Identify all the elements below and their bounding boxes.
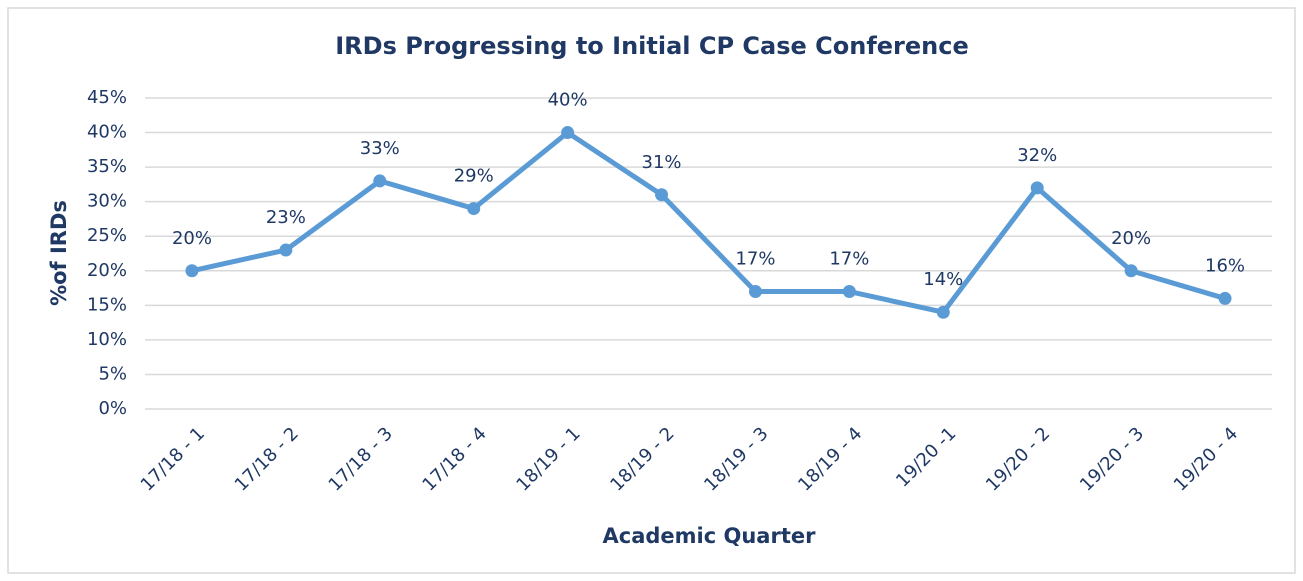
y-tick-label: 5% (98, 363, 127, 384)
chart-title: IRDs Progressing to Initial CP Case Conf… (335, 32, 969, 60)
marker (561, 126, 575, 140)
marker (373, 174, 387, 188)
marker (936, 305, 950, 319)
marker (279, 243, 293, 257)
data-label: 40% (548, 90, 588, 111)
marker (1218, 291, 1232, 305)
data-label: 20% (1111, 228, 1151, 249)
line (191, 130, 1226, 315)
data-label: 17% (829, 249, 869, 270)
data-label: 16% (1205, 255, 1245, 276)
data-label: 33% (360, 138, 400, 159)
marker (748, 285, 762, 299)
y-tick-label: 35% (87, 156, 127, 177)
y-tick-label: 15% (87, 294, 127, 315)
y-tick-label: 25% (87, 225, 127, 246)
marker (655, 188, 669, 202)
marker (1124, 264, 1138, 278)
y-axis-title: %of IRDs (47, 200, 71, 306)
marker (1030, 181, 1044, 195)
marker (467, 202, 481, 216)
data-label: 20% (172, 228, 212, 249)
data-label: 31% (642, 152, 682, 173)
data-label: 23% (266, 207, 306, 228)
x-axis-title: Academic Quarter (603, 524, 817, 548)
marker (185, 264, 199, 278)
y-tick-label: 30% (87, 191, 127, 212)
data-label: 14% (923, 269, 963, 290)
y-tick-label: 20% (87, 260, 127, 281)
data-label: 32% (1017, 145, 1057, 166)
chart-frame (7, 7, 1296, 574)
y-tick-label: 10% (87, 329, 127, 350)
y-tick-label: 40% (87, 122, 127, 143)
marker (842, 285, 856, 299)
data-label: 17% (735, 249, 775, 270)
y-tick-label: 0% (98, 398, 127, 419)
data-label: 29% (454, 166, 494, 187)
y-tick-label: 45% (87, 87, 127, 108)
